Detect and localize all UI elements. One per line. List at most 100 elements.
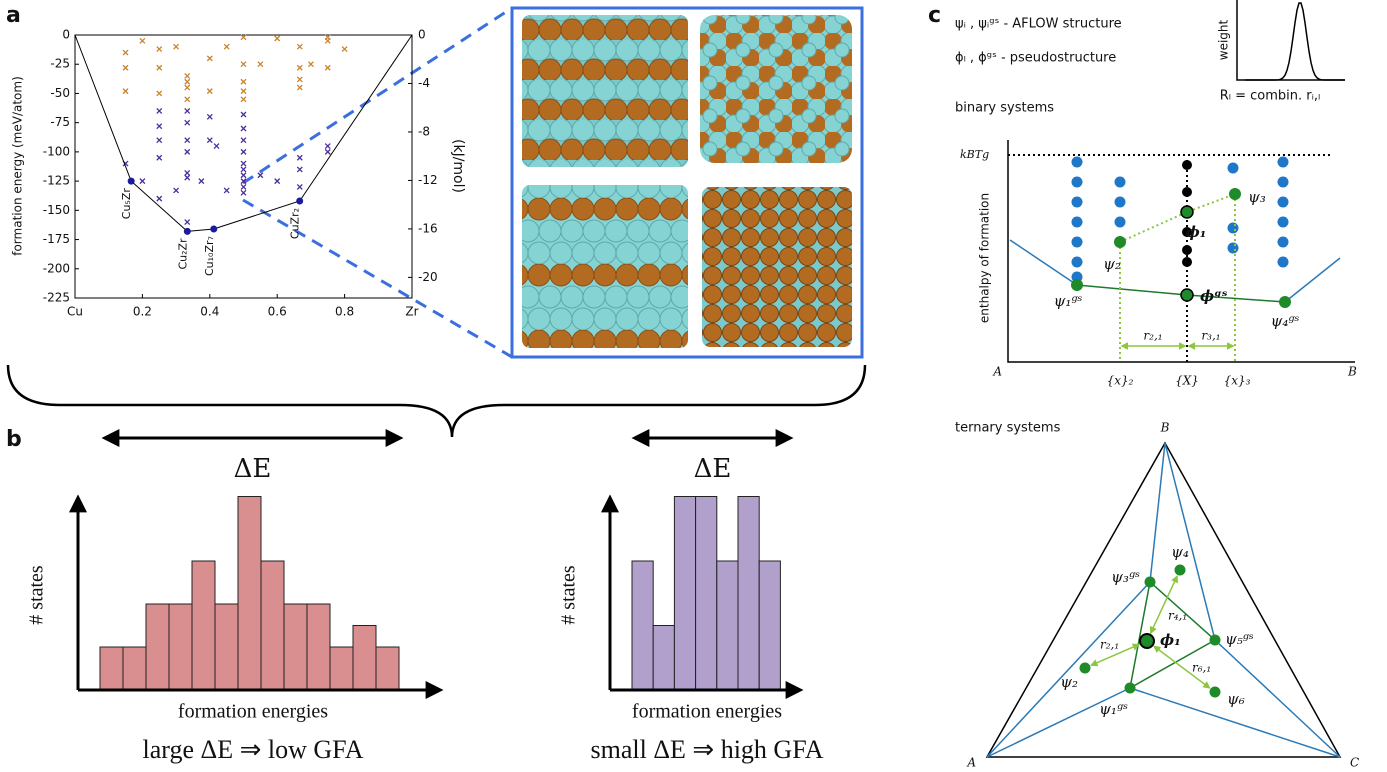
structure-dot (1115, 177, 1126, 188)
y2-axis-label: (kJ/mol) (450, 139, 466, 193)
histogram-bar (632, 561, 653, 690)
structure-point (1210, 635, 1221, 646)
histogram-bar (653, 626, 674, 691)
histogram-bar (696, 497, 717, 691)
brace (8, 365, 865, 437)
data-point (157, 65, 162, 70)
x-tick-label: 0.2 (133, 305, 152, 319)
point-label: ψ₂ (1103, 255, 1121, 273)
data-point (241, 190, 246, 195)
structure-point (1140, 634, 1154, 648)
histogram-bar (169, 604, 192, 690)
data-point (241, 161, 246, 166)
y-tick-label: -25 (50, 57, 70, 71)
structure-point (1071, 279, 1083, 291)
y-tick-label: 0 (62, 28, 70, 42)
data-point (140, 38, 145, 43)
pseudo-dot (1182, 257, 1192, 267)
section-title: binary systems (955, 101, 1054, 116)
data-point (185, 108, 190, 113)
x-tick-label: 0.4 (200, 305, 219, 319)
point-label: ψ₄ᵍˢ (1271, 312, 1300, 330)
structure-point (1229, 188, 1241, 200)
pseudo-dot (1182, 187, 1192, 197)
histogram-bar (353, 626, 376, 691)
histogram-bar (261, 561, 284, 690)
data-point (241, 62, 246, 67)
data-point (308, 62, 313, 67)
structure-dot (1278, 157, 1289, 168)
panel-label: a (6, 3, 21, 28)
histogram-bar (238, 497, 261, 691)
pseudo-dot (1182, 245, 1192, 255)
data-point (275, 179, 280, 184)
caption: large ΔE ⇒ low GFA (143, 735, 364, 764)
data-point (185, 85, 190, 90)
data-point (185, 149, 190, 154)
structure-image (522, 185, 688, 348)
y2-tick-label: -8 (418, 124, 430, 138)
data-point (207, 114, 212, 119)
point-label: ϕ₁ (1160, 631, 1181, 649)
data-point (207, 56, 212, 61)
data-point (241, 97, 246, 102)
data-point (174, 188, 179, 193)
data-point (214, 144, 219, 149)
data-point (224, 188, 229, 193)
data-point (157, 47, 162, 52)
y-axis-label: # states (26, 565, 48, 625)
structure-dot (1228, 163, 1239, 174)
energy-label: kBTg (960, 148, 989, 161)
data-point (241, 173, 246, 178)
data-point (297, 65, 302, 70)
histogram-bar (146, 604, 169, 690)
data-point (185, 138, 190, 143)
data-point (199, 179, 204, 184)
triangle (987, 443, 1340, 757)
structure-point (1181, 289, 1193, 301)
ground-state (128, 178, 135, 185)
histogram-bar (307, 604, 330, 690)
ground-state-label: Cu₁₀Zr₇ (203, 236, 216, 276)
y2-tick-label: -16 (418, 221, 438, 235)
axis-label: enthalpy of formation (978, 193, 992, 323)
data-point (241, 138, 246, 143)
data-point (185, 120, 190, 125)
data-point (241, 126, 246, 131)
point-label: ψ₂ (1060, 673, 1078, 691)
distance-label: r₆,₁ (1192, 661, 1211, 675)
data-point (325, 38, 330, 43)
structure-point (1181, 206, 1193, 218)
binary-axes (1008, 140, 1355, 362)
histogram-bar (738, 497, 759, 691)
vertex-label: B (1160, 421, 1170, 435)
histogram-bar (674, 497, 695, 691)
ground-state (296, 197, 303, 204)
point-label: ψ₁ᵍˢ (1054, 292, 1083, 310)
composition-label: {X} (1175, 374, 1199, 388)
weight-axes (1237, 0, 1345, 80)
structure-point (1279, 296, 1291, 308)
y-tick-label: -100 (43, 144, 70, 158)
data-point (123, 89, 128, 94)
x-tick-label: Cu (67, 305, 83, 319)
structure-dot (1072, 217, 1083, 228)
structure-image (522, 15, 688, 167)
x-tick-label: 0.8 (335, 305, 354, 319)
y2-tick-label: 0 (418, 28, 426, 42)
structure-dot (1072, 177, 1083, 188)
y-tick-label: -150 (43, 203, 70, 217)
histogram-bar (192, 561, 215, 690)
data-point (325, 65, 330, 70)
data-point (297, 44, 302, 49)
panel-label: c (928, 3, 941, 28)
data-point (157, 91, 162, 96)
structure-image (702, 187, 852, 347)
point-label: ψ₄ (1171, 543, 1189, 561)
distance-label: r₄,₁ (1168, 609, 1187, 623)
structure-dot (1278, 217, 1289, 228)
y-tick-label: -225 (43, 291, 70, 305)
structure-point (1114, 236, 1126, 248)
data-point (174, 44, 179, 49)
structure-image (700, 15, 852, 163)
